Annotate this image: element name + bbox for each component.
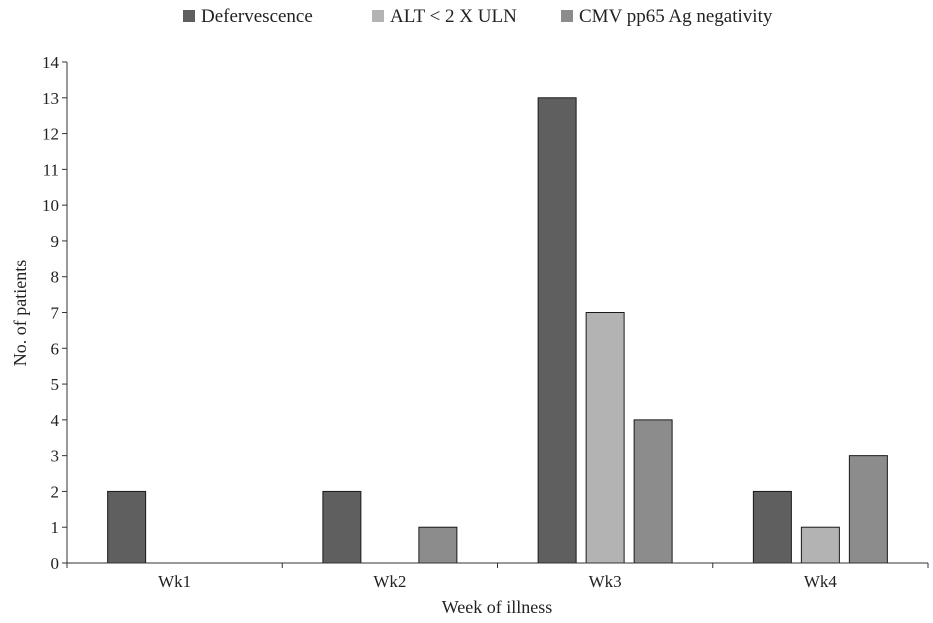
y-tick-label: 2 [51, 482, 60, 501]
legend-label: CMV pp65 Ag negativity [579, 6, 773, 27]
legend-swatch [561, 10, 573, 22]
x-ticks: Wk1 Wk2 Wk3 Wk4 [66, 563, 929, 591]
y-tick-label: 11 [43, 160, 59, 179]
y-tick-label: 5 [51, 375, 60, 394]
y-tick-label: 8 [51, 268, 60, 287]
x-tick-label: Wk4 [804, 572, 838, 591]
y-tick-label: 9 [51, 232, 60, 251]
legend-swatch [183, 10, 195, 22]
y-tick-label: 6 [51, 339, 60, 358]
x-tick-label: Wk2 [373, 572, 406, 591]
bar-defervescence-wk4 [752, 490, 792, 564]
x-tick-label: Wk3 [589, 572, 622, 591]
bars [107, 97, 888, 564]
y-tick-label: 4 [51, 411, 60, 430]
bar-defervescence-wk2 [322, 490, 362, 564]
y-axis-title: No. of patients [10, 260, 30, 366]
bar-alt-2-x-uln-wk3 [585, 312, 625, 564]
axes [66, 62, 928, 564]
y-tick-label: 13 [42, 89, 59, 108]
y-tick-label: 7 [51, 304, 60, 323]
legend-label: ALT < 2 X ULN [390, 6, 517, 27]
legend: Defervescence ALT < 2 X ULN CMV pp65 Ag ne… [183, 6, 773, 27]
bar-defervescence-wk3 [537, 97, 577, 564]
y-tick-label: 10 [42, 196, 59, 215]
bar-defervescence-wk1 [107, 490, 147, 564]
legend-item-alt-2-x-uln: ALT < 2 X ULN [372, 6, 517, 27]
y-tick-label: 14 [42, 53, 60, 72]
bar-cmv-pp65-ag-negativity-wk4 [848, 455, 888, 564]
legend-swatch [372, 10, 384, 22]
legend-item-cmv-pp65-ag-negativity: CMV pp65 Ag negativity [561, 6, 773, 27]
x-axis-title: Week of illness [442, 597, 553, 617]
x-tick-label: Wk1 [158, 572, 191, 591]
y-tick-label: 0 [51, 554, 60, 573]
bar-alt-2-x-uln-wk4 [800, 526, 840, 564]
y-tick-label: 3 [51, 447, 60, 466]
bar-cmv-pp65-ag-negativity-wk3 [633, 419, 673, 564]
y-tick-label: 1 [51, 518, 60, 537]
legend-item-defervescence: Defervescence [183, 6, 313, 27]
legend-label: Defervescence [201, 6, 313, 27]
bar-cmv-pp65-ag-negativity-wk2 [418, 526, 458, 564]
y-tick-label: 12 [42, 125, 59, 144]
